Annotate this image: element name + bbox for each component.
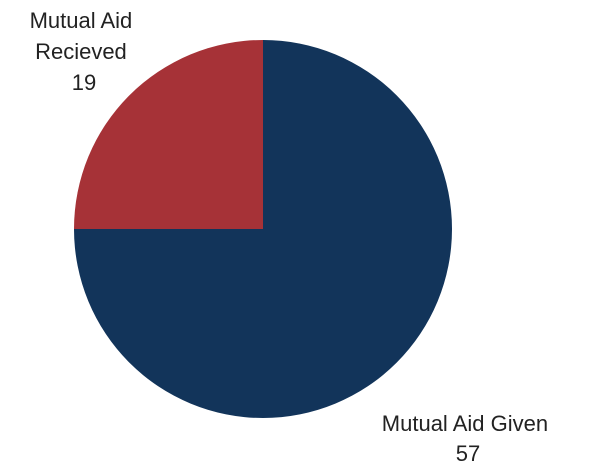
slice-label-recieved-name-line2: Recieved — [35, 39, 127, 64]
pie-slice-mutual-aid-recieved — [74, 40, 263, 229]
slice-label-mutual-aid-recieved: Mutual Aid Recieved 19 — [30, 8, 139, 95]
slice-label-given-name: Mutual Aid Given — [382, 411, 548, 436]
pie-slices — [74, 40, 452, 418]
slice-label-mutual-aid-given: Mutual Aid Given 57 — [382, 411, 554, 464]
slice-label-given-value: 57 — [456, 441, 480, 464]
slice-label-recieved-name-line1: Mutual Aid — [30, 8, 133, 33]
slice-label-recieved-value: 19 — [72, 70, 96, 95]
